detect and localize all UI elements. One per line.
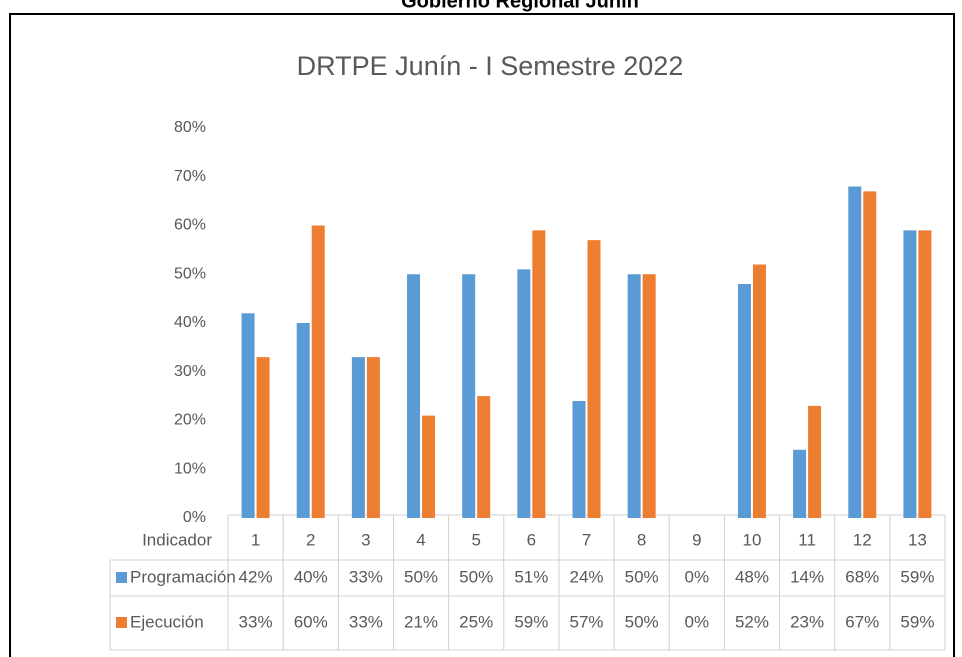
- data-label: 50%: [404, 567, 438, 586]
- legend-label: Programación: [130, 567, 236, 586]
- bar: [903, 230, 917, 518]
- bar: [737, 284, 751, 518]
- bar: [462, 274, 476, 518]
- data-label: 57%: [569, 612, 603, 631]
- x-tick-label: 7: [582, 530, 591, 549]
- data-label: 33%: [349, 567, 383, 586]
- bar: [587, 240, 601, 518]
- y-tick-label: 60%: [174, 217, 206, 234]
- x-tick-label: 5: [471, 530, 480, 549]
- data-label: 24%: [569, 567, 603, 586]
- data-label: 14%: [790, 567, 824, 586]
- data-label: 33%: [349, 612, 383, 631]
- x-tick-label: 6: [527, 530, 536, 549]
- bar: [351, 357, 365, 518]
- bar: [863, 191, 877, 518]
- data-label: 67%: [845, 612, 879, 631]
- bar: [256, 357, 270, 518]
- bar: [517, 269, 531, 518]
- data-label: 50%: [625, 612, 659, 631]
- x-tick-label: 1: [251, 530, 260, 549]
- bar: [752, 264, 766, 518]
- bar: [793, 449, 807, 518]
- x-tick-label: 13: [908, 530, 927, 549]
- data-label: 51%: [514, 567, 548, 586]
- bar: [808, 405, 822, 518]
- x-tick-label: 4: [416, 530, 425, 549]
- y-tick-label: 10%: [174, 460, 206, 477]
- x-tick-label: 3: [361, 530, 370, 549]
- legend-key: [116, 572, 127, 583]
- y-tick-label: 40%: [174, 314, 206, 331]
- data-label: 40%: [294, 567, 328, 586]
- y-tick-label: 50%: [174, 265, 206, 282]
- x-tick-label: 9: [692, 530, 701, 549]
- data-label: 50%: [459, 567, 493, 586]
- x-tick-label: 8: [637, 530, 646, 549]
- y-tick-label: 30%: [174, 363, 206, 380]
- data-label: 59%: [514, 612, 548, 631]
- data-label: 59%: [900, 567, 934, 586]
- bar: [532, 230, 546, 518]
- y-tick-label: 80%: [174, 119, 206, 136]
- data-label: 21%: [404, 612, 438, 631]
- x-tick-label: 11: [798, 530, 816, 549]
- data-label: 0%: [685, 567, 710, 586]
- bar: [366, 357, 380, 518]
- x-tick-label: 12: [853, 530, 872, 549]
- bar: [311, 225, 325, 518]
- bar: [572, 401, 586, 518]
- bar: [241, 313, 255, 518]
- data-label: 60%: [294, 612, 328, 631]
- bar: [918, 230, 932, 518]
- bar: [407, 274, 421, 518]
- bar: [422, 415, 436, 518]
- table-header: Indicador: [142, 530, 212, 549]
- y-tick-label: 70%: [174, 168, 206, 185]
- data-label: 48%: [735, 567, 769, 586]
- data-label: 33%: [239, 612, 273, 631]
- bar: [642, 274, 656, 518]
- x-tick-label: 10: [743, 530, 762, 549]
- bar: [477, 396, 491, 518]
- legend-label: Ejecución: [130, 612, 204, 631]
- data-label: 59%: [900, 612, 934, 631]
- y-tick-label: 20%: [174, 412, 206, 429]
- data-label: 50%: [625, 567, 659, 586]
- data-label: 0%: [685, 612, 710, 631]
- bar: [627, 274, 641, 518]
- y-tick-label: 0%: [183, 509, 206, 526]
- data-label: 68%: [845, 567, 879, 586]
- chart-title: DRTPE Junín - I Semestre 2022: [297, 51, 684, 81]
- data-label: 42%: [239, 567, 273, 586]
- data-label: 23%: [790, 612, 824, 631]
- bar: [296, 323, 310, 518]
- x-tick-label: 2: [306, 530, 315, 549]
- bar: [848, 186, 862, 518]
- frame: [9, 13, 955, 657]
- data-label: 25%: [459, 612, 493, 631]
- legend-key: [116, 617, 127, 628]
- page-header: Gobierno Regional Junín: [401, 0, 639, 12]
- data-label: 52%: [735, 612, 769, 631]
